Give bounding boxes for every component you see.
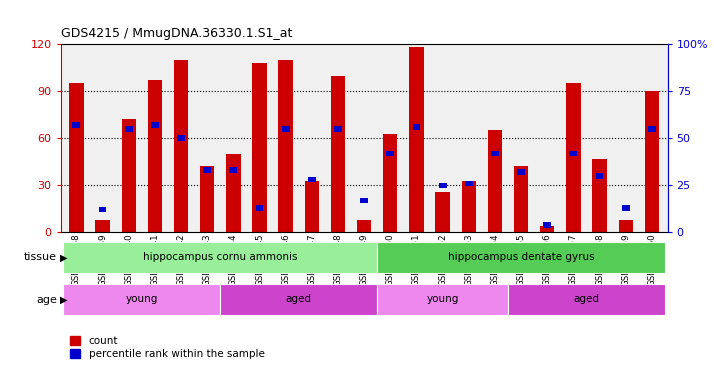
Text: aged: aged xyxy=(573,294,600,304)
Bar xyxy=(99,207,106,212)
Bar xyxy=(305,180,319,232)
Bar xyxy=(96,220,110,232)
Bar xyxy=(64,242,377,273)
Bar xyxy=(220,284,377,315)
Bar xyxy=(593,159,607,232)
Bar xyxy=(377,242,665,273)
Text: hippocampus dentate gyrus: hippocampus dentate gyrus xyxy=(448,252,595,262)
Bar xyxy=(595,173,603,179)
Bar xyxy=(334,126,342,132)
Bar xyxy=(508,284,665,315)
Bar xyxy=(200,167,214,232)
Bar xyxy=(331,76,345,232)
Bar xyxy=(308,177,316,182)
Bar xyxy=(438,182,446,188)
Bar xyxy=(461,180,476,232)
Bar xyxy=(409,47,423,232)
Text: age: age xyxy=(36,295,57,305)
Bar xyxy=(278,60,293,232)
Bar xyxy=(488,131,502,232)
Bar xyxy=(226,154,241,232)
Bar xyxy=(69,83,84,232)
Bar xyxy=(436,192,450,232)
Text: GDS4215 / MmugDNA.36330.1.S1_at: GDS4215 / MmugDNA.36330.1.S1_at xyxy=(61,27,292,40)
Bar xyxy=(517,169,525,175)
Bar xyxy=(203,167,211,173)
Bar xyxy=(514,167,528,232)
Bar xyxy=(465,180,473,186)
Bar xyxy=(177,136,185,141)
Text: ▶: ▶ xyxy=(60,252,68,262)
Bar xyxy=(648,126,656,132)
Bar xyxy=(377,284,508,315)
Bar xyxy=(361,198,368,203)
Bar xyxy=(543,222,551,228)
Bar xyxy=(383,134,398,232)
Bar xyxy=(256,205,263,210)
Bar xyxy=(64,284,220,315)
Bar xyxy=(413,124,421,130)
Bar xyxy=(282,126,290,132)
Text: aged: aged xyxy=(286,294,312,304)
Bar xyxy=(357,220,371,232)
Text: tissue: tissue xyxy=(24,252,57,262)
Bar xyxy=(645,91,659,232)
Bar xyxy=(72,122,80,128)
Bar xyxy=(252,63,267,232)
Bar xyxy=(148,80,162,232)
Bar xyxy=(566,83,580,232)
Bar xyxy=(125,126,133,132)
Text: hippocampus cornu ammonis: hippocampus cornu ammonis xyxy=(143,252,298,262)
Text: young: young xyxy=(126,294,158,304)
Legend: count, percentile rank within the sample: count, percentile rank within the sample xyxy=(66,332,269,363)
Bar xyxy=(622,205,630,210)
Bar xyxy=(618,220,633,232)
Bar xyxy=(540,226,555,232)
Text: young: young xyxy=(426,294,459,304)
Bar xyxy=(174,60,188,232)
Bar xyxy=(491,151,499,156)
Bar xyxy=(121,119,136,232)
Bar xyxy=(229,167,237,173)
Text: ▶: ▶ xyxy=(60,295,68,305)
Bar xyxy=(570,151,578,156)
Bar xyxy=(151,122,159,128)
Bar xyxy=(386,151,394,156)
